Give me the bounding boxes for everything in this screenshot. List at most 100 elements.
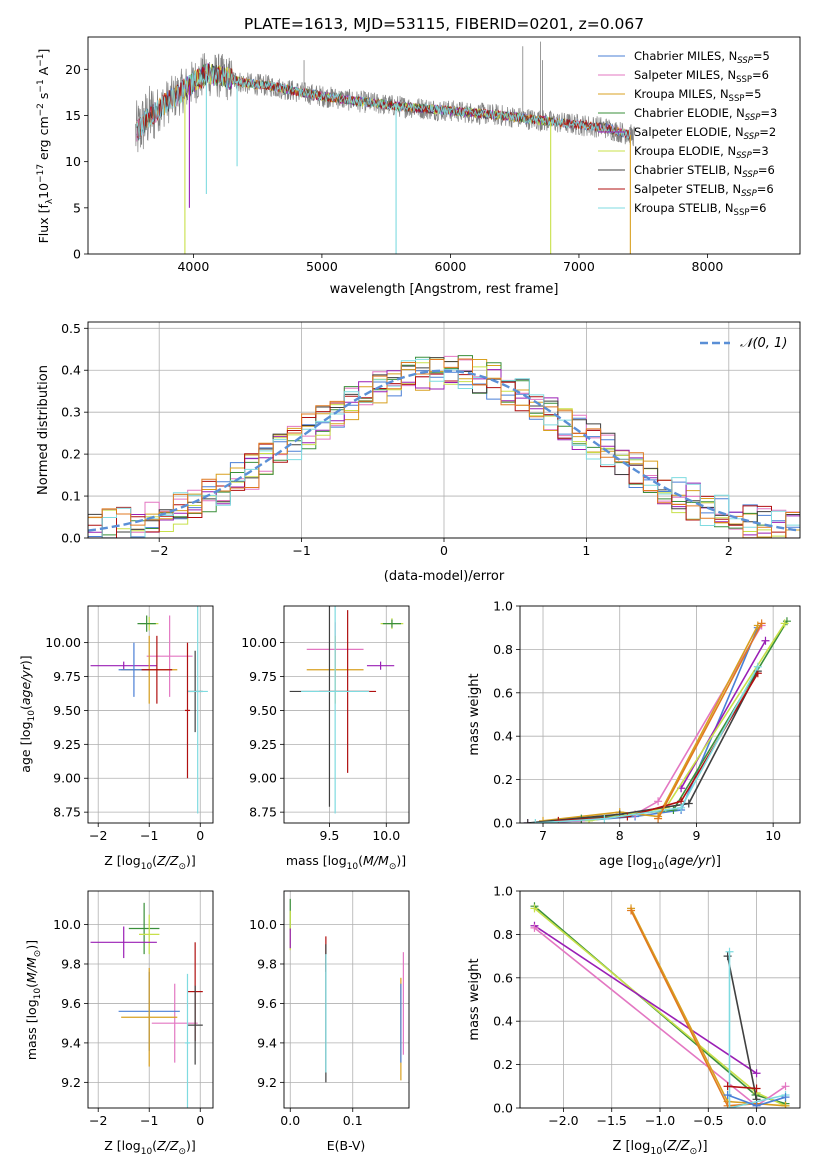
y-axis-label: age [log10(age/yr)] xyxy=(18,655,37,772)
x-tick-label: 8000 xyxy=(692,259,724,274)
y-axis-label-part: −1 xyxy=(36,54,46,67)
legend-sub: SSP xyxy=(736,75,752,85)
y-tick-label: 0.8 xyxy=(493,927,513,942)
weight-marker xyxy=(781,1101,790,1108)
legend-label: Chabrier ELODIE, NSSP=3 xyxy=(634,106,777,123)
x-axis-label-part: 10 xyxy=(141,1147,153,1157)
weight-marker xyxy=(780,619,789,628)
y-tick-label: 9.4 xyxy=(257,1035,277,1050)
data-spectrum xyxy=(135,53,636,153)
y-axis-label-part: ] xyxy=(36,49,51,54)
x-axis-label-part: / xyxy=(165,1138,172,1153)
y-tick-label: 10.0 xyxy=(53,917,81,932)
y-tick-label: 0.3 xyxy=(61,405,81,420)
y-axis-label-part: −2 xyxy=(36,103,46,116)
weight-marker xyxy=(761,636,770,645)
x-axis-label-part: Z xyxy=(169,853,179,868)
x-tick-label: 4000 xyxy=(177,259,209,274)
x-axis-label-part: )] xyxy=(186,1138,196,1153)
plot-area xyxy=(88,355,800,538)
axes-frame xyxy=(87,321,801,539)
plot-area xyxy=(90,606,208,814)
x-tick-label: 9.5 xyxy=(320,828,340,843)
x-tick-label: 0 xyxy=(196,828,204,843)
legend-count: =6 xyxy=(749,201,766,215)
legend-sub: SSP xyxy=(742,170,758,180)
x-tick-label: 0 xyxy=(440,543,448,558)
x-tick-label: 10.0 xyxy=(372,828,400,843)
x-tick-label: −2 xyxy=(89,828,107,843)
weight-marker xyxy=(677,803,686,812)
x-axis-label-part: age xyxy=(669,854,693,869)
y-axis-label: mass [log10(M/M⊙)] xyxy=(24,940,43,1060)
y-tick-label: 0.2 xyxy=(493,772,513,787)
legend-count: =3 xyxy=(752,144,769,158)
x-axis-label-part: )] xyxy=(396,853,406,868)
x-axis-label-part: 10 xyxy=(347,862,359,872)
y-tick-label: 10.0 xyxy=(249,917,277,932)
legend-text: Chabrier MILES, N xyxy=(634,49,737,63)
y-tick-label: 9.6 xyxy=(257,996,277,1011)
y-axis-label-part: erg cm xyxy=(36,116,51,164)
legend-text: Salpeter STELIB, N xyxy=(634,182,741,196)
x-axis-label-part: yr xyxy=(697,854,713,869)
weight-line xyxy=(728,951,786,1108)
plot-area xyxy=(523,617,791,823)
plot-area xyxy=(530,902,790,1108)
x-tick-label: 0.1 xyxy=(343,1113,363,1128)
x-tick-label: 2 xyxy=(725,543,733,558)
weight-marker xyxy=(781,1093,790,1102)
legend-sub: SSP xyxy=(729,94,745,104)
x-axis-label-part: ( xyxy=(662,1139,667,1154)
y-tick-label: 9.25 xyxy=(53,737,81,752)
legend-label: Kroupa STELIB, NSSP=6 xyxy=(634,201,766,218)
x-axis-label-part: Z [log xyxy=(612,1139,650,1154)
legend-text: Chabrier STELIB, N xyxy=(634,163,742,177)
y-tick-label: 0.6 xyxy=(493,685,513,700)
x-axis-label: age [log10(age/yr)] xyxy=(599,854,721,872)
axes-frame xyxy=(283,890,410,1109)
y-tick-label: 0.2 xyxy=(61,447,81,462)
axes-frame xyxy=(283,605,410,824)
x-tick-label: −2.0 xyxy=(548,1113,578,1128)
x-axis-label-part: ( xyxy=(152,853,157,868)
x-axis-label-part: Z xyxy=(680,1139,691,1154)
x-axis-label-part: / xyxy=(373,853,380,868)
weight-marker xyxy=(725,1104,734,1108)
x-axis-label-part: )] xyxy=(697,1139,707,1154)
legend-sub: SSP xyxy=(745,113,761,123)
x-axis-label-part: age [log xyxy=(599,854,652,869)
x-axis-label: Z [log10(Z/Z⊙)] xyxy=(104,1138,196,1157)
legend-sub: SSP xyxy=(734,208,750,218)
weight-marker xyxy=(600,814,609,823)
axes-frame xyxy=(519,605,801,824)
weight-marker xyxy=(752,1101,761,1108)
legend-count: =6 xyxy=(757,182,774,196)
y-axis-label: Flux [fλ10−17 erg cm−2 s−1 A−1] xyxy=(36,49,55,244)
axes-mass_vs_Z: −2 −1 09.29.49.69.810.0Z [log10(Z/Z⊙)]mass… xyxy=(24,890,214,1157)
x-tick-label: 9 xyxy=(692,828,700,843)
legend-text: Kroupa ELODIE, N xyxy=(634,144,736,158)
y-tick-label: 10.00 xyxy=(241,635,277,650)
x-tick-label: 7 xyxy=(539,828,547,843)
axes-age_vs_mass: 9.5 10.0 8.75 9.00 9.25 9.50 9.75 10.00 mass [lo… xyxy=(241,605,410,872)
x-axis-label-part: ( xyxy=(152,1138,157,1153)
x-tick-label: 0.0 xyxy=(280,1113,300,1128)
x-axis-label-part: / xyxy=(165,853,172,868)
y-tick-label: 9.75 xyxy=(249,669,277,684)
y-axis-label: mass weight xyxy=(467,673,482,755)
x-tick-label: −1 xyxy=(292,543,310,558)
y-tick-label: 0.6 xyxy=(493,970,513,985)
y-tick-label: 9.50 xyxy=(249,703,277,718)
y-tick-label: 0.0 xyxy=(61,531,81,546)
y-tick-label: 9.8 xyxy=(257,956,277,971)
y-tick-label: 0 xyxy=(73,247,81,262)
y-axis-label-part: ⊙ xyxy=(33,950,43,958)
weight-line xyxy=(534,925,758,1074)
y-tick-label: 0.5 xyxy=(61,321,81,336)
x-axis-label-part: ( xyxy=(664,854,669,869)
y-axis-label-part: −17 xyxy=(36,164,46,183)
weight-marker xyxy=(684,799,693,808)
